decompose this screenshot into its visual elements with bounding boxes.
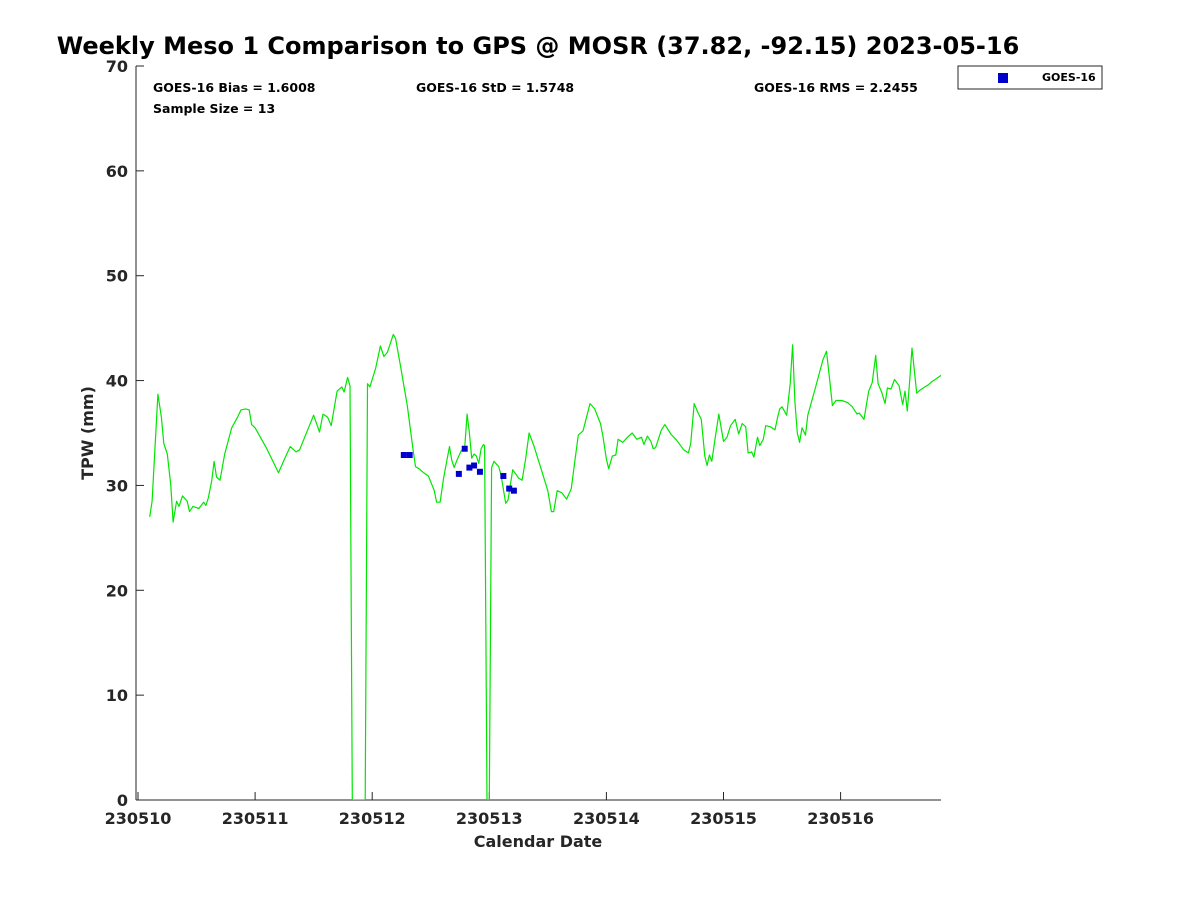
x-tick-label: 230511 — [222, 809, 289, 828]
goes16-point — [500, 472, 507, 479]
goes16-point — [461, 445, 468, 452]
y-tick-label: 20 — [106, 581, 128, 600]
series-line-gps — [149, 333, 941, 800]
x-axis-label: Calendar Date — [474, 832, 603, 851]
x-tick-label: 230512 — [339, 809, 406, 828]
legend-marker-goes16 — [998, 73, 1008, 83]
goes16-point — [1003, 412, 1009, 418]
goes16-point — [400, 452, 407, 459]
y-axis-label: TPW (mm) — [78, 386, 97, 480]
y-tick-label: 10 — [106, 686, 128, 705]
goes16-point — [466, 464, 473, 471]
y-tick-label: 40 — [106, 372, 128, 391]
legend-label-goes16: GOES-16 — [1042, 71, 1096, 84]
plot-area: 0 10 20 30 40 50 60 70 230510 230511 230512 230513… — [105, 57, 1009, 828]
goes16-point — [510, 487, 517, 494]
goes16-point — [471, 462, 478, 469]
stat-sample-size: Sample Size = 13 — [153, 101, 275, 116]
y-tick-label: 50 — [106, 267, 128, 286]
y-tick-label: 60 — [106, 162, 128, 181]
stat-rms: GOES-16 RMS = 2.2455 — [754, 80, 918, 95]
y-tick-label: 30 — [106, 476, 128, 495]
legend: GOES-16 — [957, 65, 1103, 90]
chart-title: Weekly Meso 1 Comparison to GPS @ MOSR (… — [57, 32, 1020, 60]
goes16-point — [997, 399, 1003, 405]
x-tick-label: 230510 — [105, 809, 172, 828]
series-layer — [149, 333, 1009, 800]
legend-box — [957, 65, 1103, 90]
goes16-point — [506, 485, 513, 492]
y-tick-label: 0 — [117, 791, 128, 810]
stat-bias: GOES-16 Bias = 1.6008 — [153, 80, 315, 95]
x-tick-label: 230514 — [573, 809, 640, 828]
goes16-point — [991, 396, 997, 402]
goes16-point — [406, 452, 413, 459]
stat-std: GOES-16 StD = 1.5748 — [416, 80, 574, 95]
x-axis-ticks: 230510 230511 230512 230513 230514 230515 2305… — [105, 792, 874, 828]
plot-background — [136, 66, 941, 800]
y-axis-ticks: 0 10 20 30 40 50 60 70 — [106, 57, 144, 810]
x-tick-label: 230516 — [807, 809, 874, 828]
x-tick-label: 230515 — [690, 809, 757, 828]
goes16-point — [476, 468, 483, 475]
y-tick-label: 70 — [106, 57, 128, 76]
goes16-point — [455, 470, 462, 477]
x-tick-label: 230513 — [456, 809, 523, 828]
